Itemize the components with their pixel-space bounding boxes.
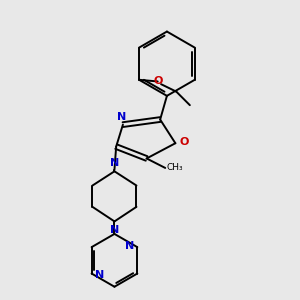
Text: N: N: [110, 158, 119, 168]
Text: O: O: [179, 136, 189, 146]
Text: CH₃: CH₃: [167, 164, 184, 172]
Text: N: N: [125, 241, 134, 251]
Text: N: N: [95, 269, 104, 280]
Text: O: O: [153, 76, 162, 86]
Text: N: N: [110, 225, 119, 235]
Text: N: N: [117, 112, 126, 122]
